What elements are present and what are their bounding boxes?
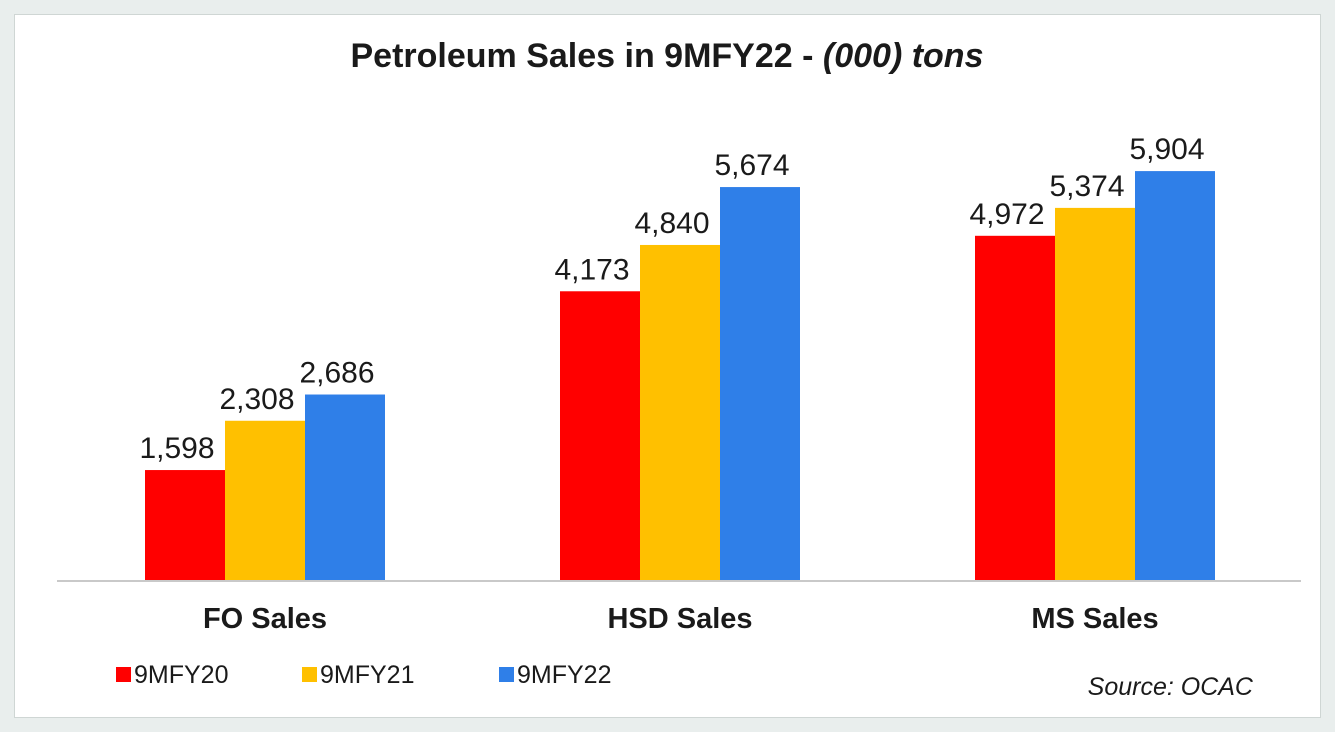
bar-ms-sales-9mfy22: [1135, 171, 1215, 581]
category-label-hsd-sales: HSD Sales: [607, 603, 752, 635]
bar-ms-sales-9mfy21: [1055, 207, 1135, 581]
category-label-ms-sales: MS Sales: [1031, 603, 1158, 635]
legend-label-9mfy20: 9MFY20: [134, 661, 228, 689]
chart-title: Petroleum Sales in 9MFY22 - (000) tons: [351, 37, 984, 75]
data-label-fo-sales-9mfy20: 1,598: [139, 432, 214, 465]
data-label-hsd-sales-9mfy20: 4,173: [554, 253, 629, 286]
category-label-fo-sales: FO Sales: [203, 603, 327, 635]
bar-fo-sales-9mfy22: [305, 394, 385, 581]
bars-group: [145, 171, 1215, 582]
bar-fo-sales-9mfy21: [225, 420, 305, 581]
data-label-ms-sales-9mfy21: 5,374: [1049, 170, 1124, 203]
bar-hsd-sales-9mfy22: [720, 187, 800, 581]
legend-label-9mfy22: 9MFY22: [517, 661, 611, 689]
chart-title-main: Petroleum Sales in 9MFY22 -: [351, 37, 823, 75]
legend-swatch-9mfy21: [302, 667, 317, 682]
data-label-fo-sales-9mfy21: 2,308: [219, 383, 294, 416]
chart-title-unit: (000) tons: [823, 37, 984, 75]
category-labels-group: FO Sales HSD Sales MS Sales: [203, 603, 1159, 635]
bar-hsd-sales-9mfy20: [560, 291, 640, 581]
data-label-hsd-sales-9mfy21: 4,840: [634, 207, 709, 240]
legend: 9MFY20 9MFY21 9MFY22: [116, 661, 611, 689]
data-label-ms-sales-9mfy20: 4,972: [969, 198, 1044, 231]
data-label-ms-sales-9mfy22: 5,904: [1129, 133, 1204, 166]
bar-ms-sales-9mfy20: [975, 235, 1055, 581]
chart-svg: Petroleum Sales in 9MFY22 - (000) tons 1…: [57, 37, 1301, 701]
legend-swatch-9mfy22: [499, 667, 514, 682]
data-label-hsd-sales-9mfy22: 5,674: [714, 149, 789, 182]
bar-fo-sales-9mfy20: [145, 470, 225, 581]
data-label-fo-sales-9mfy22: 2,686: [299, 357, 374, 390]
chart-frame: Petroleum Sales in 9MFY22 - (000) tons 1…: [14, 14, 1321, 718]
legend-swatch-9mfy20: [116, 667, 131, 682]
bar-hsd-sales-9mfy21: [640, 244, 720, 582]
source-note: Source: OCAC: [1088, 673, 1254, 701]
legend-label-9mfy21: 9MFY21: [320, 661, 414, 689]
